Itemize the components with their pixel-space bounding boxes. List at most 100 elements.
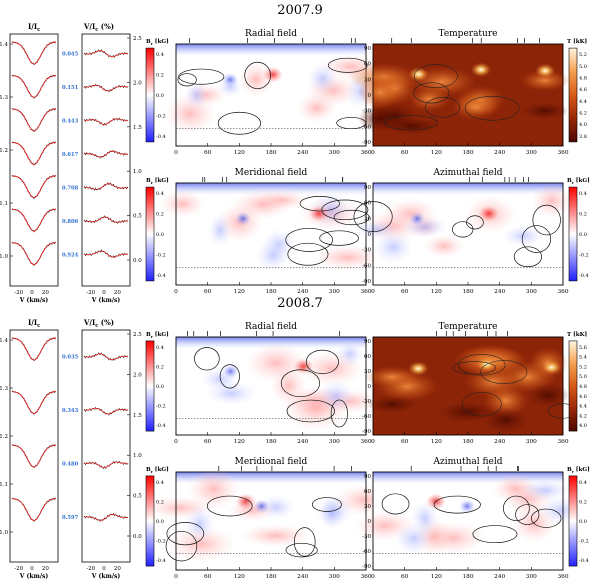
colorbar-tick-label: 0.4 [156, 345, 164, 351]
map-xtick-label: 0 [371, 289, 375, 295]
field-contour [515, 504, 540, 525]
map-xtick-label: 60 [401, 439, 409, 445]
field-contour [503, 495, 530, 521]
negative-field-region [307, 62, 339, 94]
map-ytick-label: 90 [364, 46, 371, 52]
polar-field-band [373, 183, 563, 196]
map-xtick-label: 180 [265, 150, 276, 156]
temperature-hot-spot [470, 62, 491, 77]
colorbar [568, 47, 578, 143]
field-contour [166, 521, 205, 546]
polar-field-band [176, 183, 366, 196]
strong-negative-spot [235, 211, 252, 226]
map-title: Temperature [439, 322, 498, 332]
map-ytick-label: 90 [364, 474, 371, 480]
stokes-v-ytick-label: 2.0 [133, 80, 142, 86]
intensity-ytick-label: 1.0 [0, 530, 8, 536]
colorbar-tick-label: 0.0 [156, 384, 164, 390]
stokes-v-xtick-label: -20 [86, 566, 95, 572]
intensity-panel-frame [9, 329, 59, 563]
stokes-v-ytick-label: 1.0 [133, 453, 142, 459]
temperature-warm-region [408, 86, 451, 112]
intensity-observed-profile [11, 74, 57, 99]
rotation-phase-label: 0.924 [62, 252, 79, 258]
stokes-v-model-profile [84, 250, 128, 258]
profiles-group: I/Ic V/Ic (%) 1.4 1.3 1.2 1.1 1.0 2.5 2.0 1.5 1.0 0… [0, 318, 142, 580]
colorbar-tick-label: 0.0 [579, 519, 587, 525]
colorbar-tick-label: 4.8 [579, 75, 587, 81]
strong-negative-spot [409, 211, 426, 226]
intensity-model-profile [11, 444, 57, 468]
field-contour [532, 204, 561, 236]
stokes-v-ytick-label: 1.5 [133, 413, 142, 419]
stokes-v-xtick-label: 20 [114, 290, 121, 296]
intensity-xlabel: V (km/s) [19, 573, 49, 580]
colorbar-tick-label: 4.6 [579, 394, 587, 400]
stokes-v-xlabel: V (km/s) [91, 573, 121, 580]
field-contour [206, 495, 253, 517]
rotation-phase-label: 0.708 [62, 185, 79, 191]
intensity-ytick-label: 1.3 [0, 95, 8, 101]
stokes-v-model-profile [84, 513, 128, 521]
intensity-observed-profile [11, 241, 57, 266]
negative-field-region [519, 478, 571, 502]
map-ytick-label: -60 [362, 124, 371, 130]
positive-field-region [159, 190, 206, 218]
stokes-v-xtick-label: 0 [102, 566, 106, 572]
map-ytick-label: -30 [362, 399, 371, 405]
intensity-observed-profile [11, 390, 57, 415]
stokes-v-xtick-label: 20 [114, 566, 121, 572]
strong-positive-spot [308, 205, 329, 222]
intensity-xtick-label: -20 [14, 290, 23, 296]
colorbar-tick-label: 4.6 [579, 87, 587, 93]
intensity-model-profile [11, 391, 57, 414]
field-contour [285, 227, 333, 252]
field-contour [305, 349, 339, 375]
strong-negative-spot [253, 499, 270, 514]
negative-field-region [184, 506, 215, 543]
colorbar-tick-label: 0.2 [156, 212, 164, 218]
map-ytick-label: 0 [368, 232, 372, 238]
map-xtick-label: 180 [462, 439, 473, 445]
map-xtick-label: 180 [462, 574, 473, 580]
colorbar-tick-label: 0.2 [579, 499, 587, 505]
intensity-observed-profile [11, 444, 57, 469]
colorbar-tick-label: -0.2 [579, 539, 589, 545]
stokes-v-model-profile [83, 216, 129, 223]
stokes-v-model-profile [83, 150, 128, 158]
map-ytick-label: 0 [368, 384, 372, 390]
negative-field-region [255, 240, 291, 271]
intensity-observed-profile [11, 208, 57, 233]
colorbar-tick-label: 5.0 [579, 374, 587, 380]
map-xtick-label: 240 [297, 574, 308, 580]
map-xtick-label: 120 [234, 289, 245, 295]
field-contour [287, 242, 329, 266]
polar-field-band [373, 472, 563, 484]
intensity-axis-label: I/Ic [28, 22, 40, 33]
colorbar-tick-label: 0.4 [579, 191, 587, 197]
colorbar-tick-label: 5.2 [579, 364, 587, 370]
colorbar-tick-label: 0.0 [156, 232, 164, 238]
colorbar-tick-label: -0.4 [579, 273, 589, 279]
temperature-warm-region [358, 75, 402, 110]
stokes-v-observed-profile [83, 215, 129, 224]
stokes-v-ytick-label: 0.5 [133, 494, 142, 500]
field-contour [299, 195, 340, 212]
map-xtick-label: 240 [494, 439, 505, 445]
map-xtick-label: 60 [204, 150, 212, 156]
map-xtick-label: 60 [401, 289, 409, 295]
colorbar-tick-label: 4.0 [579, 122, 587, 128]
temperature-contour [461, 391, 502, 417]
map-xtick-label: 0 [371, 150, 375, 156]
map-title: Meridional field [235, 457, 308, 467]
map-xtick-label: 240 [297, 439, 308, 445]
intensity-ytick-label: 1.2 [0, 434, 8, 440]
stokes-v-model-profile [83, 407, 129, 415]
map-ytick-label: -90 [362, 140, 371, 146]
positive-field-region [240, 524, 312, 548]
stokes-v-observed-profile [83, 249, 129, 259]
strong-negative-spot [222, 72, 239, 87]
